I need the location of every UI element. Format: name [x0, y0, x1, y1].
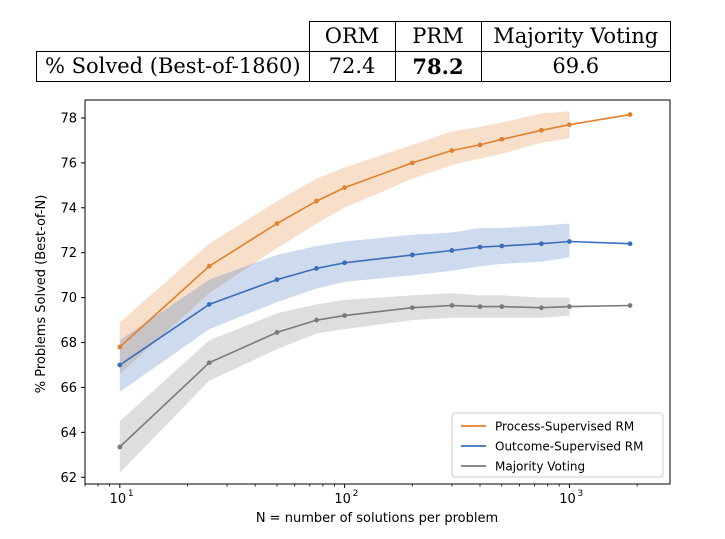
data-point [477, 304, 483, 309]
data-point [477, 244, 483, 250]
legend-label-0: Process-Supervised RM [495, 420, 634, 434]
legend: Process-Supervised RM Outcome-Supervised … [451, 412, 664, 478]
y-tick-label: 70 [60, 291, 77, 306]
x-tick-exponent: 2 [353, 489, 359, 499]
data-point [274, 221, 280, 226]
x-tick-label: 10 [110, 492, 127, 507]
data-point [627, 112, 633, 117]
data-point [449, 248, 455, 253]
data-point [567, 239, 572, 244]
data-point [274, 330, 280, 335]
y-tick-label: 76 [60, 156, 77, 171]
data-point [117, 344, 123, 350]
data-point [477, 142, 483, 148]
legend-label-2: Majority Voting [495, 460, 585, 474]
confidence-band-0 [119, 111, 570, 374]
y-tick-label: 68 [60, 336, 77, 351]
y-axis-label: % Problems Solved (Best-of-N) [34, 195, 49, 394]
data-point [499, 304, 505, 309]
confidence-band-1 [119, 223, 570, 392]
table-row: % Solved (Best-of-1860) 72.4 78.2 69.6 [36, 51, 671, 82]
data-point [117, 362, 123, 368]
data-point [342, 185, 348, 190]
data-point [409, 305, 415, 311]
column-header-prm: PRM [394, 21, 482, 52]
x-tick-exponent: 1 [128, 489, 134, 499]
data-point [206, 301, 212, 307]
data-point [567, 122, 572, 128]
series-line-0 [119, 113, 631, 348]
data-point [449, 303, 455, 308]
data-point [314, 198, 319, 204]
x-tick-exponent: 3 [577, 489, 583, 499]
legend-box [451, 412, 664, 478]
data-point [538, 241, 544, 247]
cell-majority-voting-value: 69.6 [480, 51, 671, 82]
data-point [342, 313, 348, 318]
data-point [206, 263, 212, 269]
data-point [538, 127, 544, 133]
x-tick-label: 10 [334, 492, 351, 507]
data-point [117, 444, 123, 450]
data-point [499, 243, 505, 249]
y-tick-label: 66 [60, 381, 77, 396]
cell-prm-value: 78.2 [394, 51, 482, 82]
series-line-2 [119, 304, 631, 448]
legend-label-1: Outcome-Supervised RM [495, 440, 643, 454]
data-point [538, 305, 544, 311]
row-label: % Solved (Best-of-1860) [36, 51, 310, 82]
column-header-majority-voting: Majority Voting [480, 21, 671, 52]
data-point [314, 266, 319, 271]
y-tick-label: 78 [60, 111, 77, 126]
x-tick-label: 10 [559, 492, 576, 507]
data-point [342, 260, 348, 266]
data-point [206, 360, 212, 366]
data-point [627, 303, 633, 308]
y-tick-label: 72 [60, 246, 77, 261]
data-point [274, 277, 280, 283]
data-point [409, 160, 415, 166]
data-point [409, 252, 415, 258]
confidence-bands [119, 111, 570, 473]
x-axis-label: N = number of solutions per problem [256, 511, 498, 526]
confidence-band-2 [119, 293, 570, 473]
y-tick-label: 64 [60, 426, 77, 441]
data-point [314, 317, 319, 323]
results-table: ORM PRM Majority Voting % Solved (Best-o… [36, 21, 671, 82]
data-point [627, 241, 633, 247]
data-point [499, 136, 505, 142]
y-tick-label: 62 [60, 471, 77, 486]
table-header-row: ORM PRM Majority Voting [36, 21, 671, 52]
plot-frame [84, 99, 671, 485]
cell-orm-value: 72.4 [308, 51, 396, 82]
series-line-1 [119, 240, 631, 366]
y-tick-label: 74 [60, 201, 77, 216]
series-lines [117, 112, 633, 450]
data-point [567, 304, 572, 309]
data-point [449, 148, 455, 153]
